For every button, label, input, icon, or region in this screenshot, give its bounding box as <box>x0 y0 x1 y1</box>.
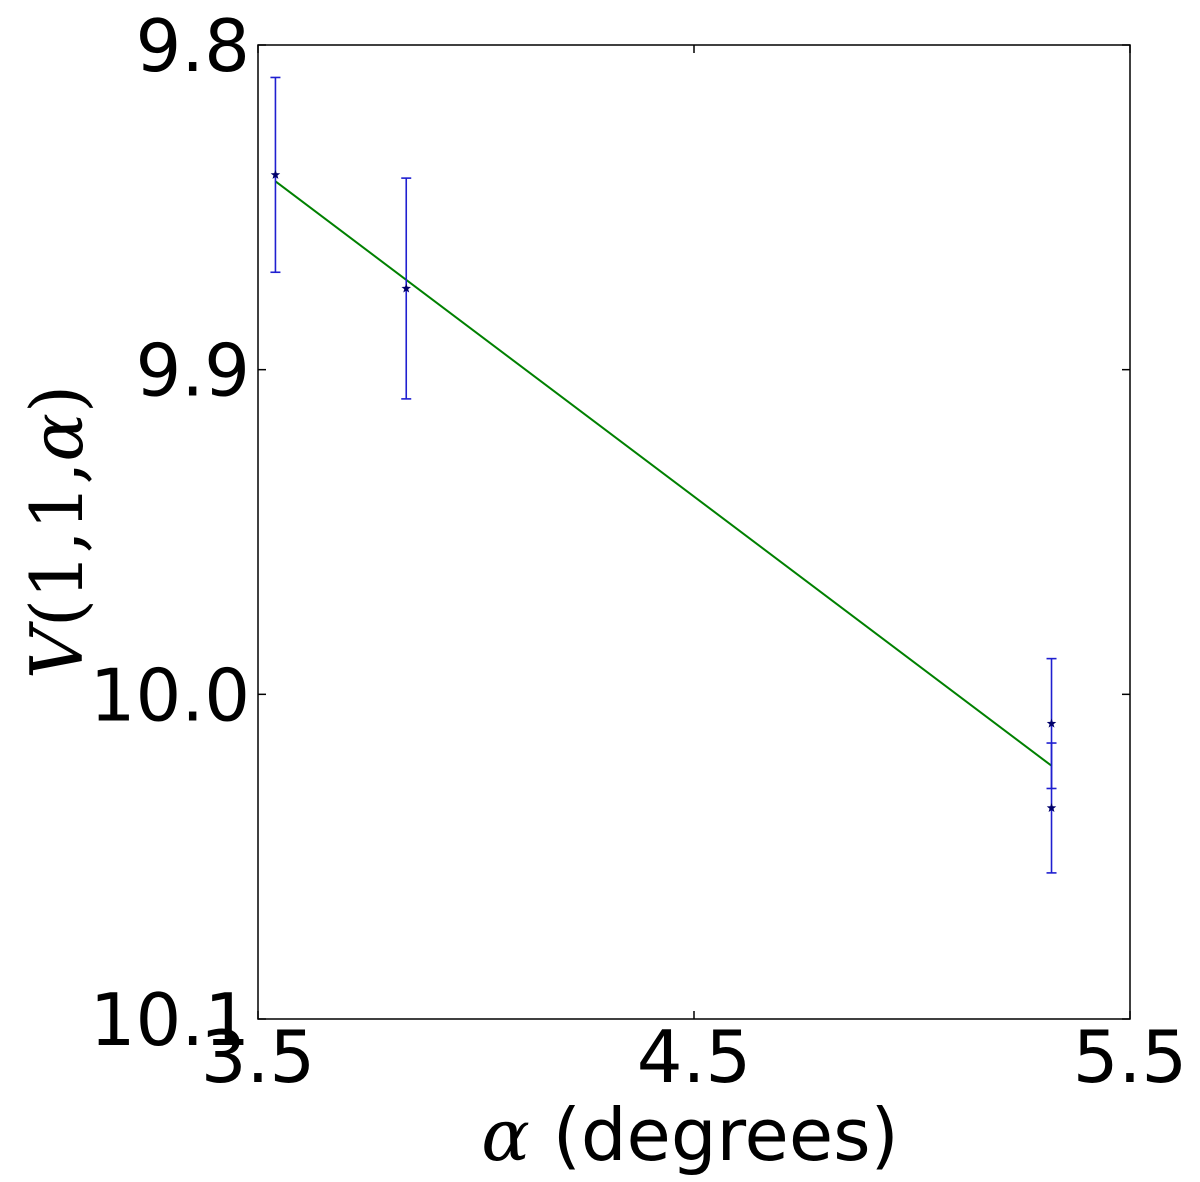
axis-ticks <box>257 44 1131 1020</box>
errorbar-group <box>270 76 1057 874</box>
x-axis-label: α (degrees) <box>481 1093 899 1177</box>
y-axis-label-close: ) <box>15 385 99 413</box>
x-axis-label-unit: (degrees) <box>530 1093 899 1177</box>
data-point <box>270 169 281 179</box>
data-point <box>1046 802 1057 813</box>
y-tick-label: 10.0 <box>90 653 250 737</box>
x-tick-label: 4.5 <box>637 1015 752 1099</box>
y-tick-label: 9.8 <box>135 4 250 88</box>
y-axis-label-alpha: α <box>15 413 99 462</box>
data-point <box>401 283 411 293</box>
x-tick-label: 5.5 <box>1073 1015 1188 1099</box>
y-axis-label-func: V <box>15 620 99 679</box>
plot-frame <box>257 44 1131 1020</box>
x-tick-labels: 3.5 4.5 5.5 <box>201 1015 1188 1099</box>
y-tick-label: 9.9 <box>135 329 250 413</box>
y-tick-label: 10.1 <box>90 978 250 1062</box>
point-group <box>270 169 1057 813</box>
fit-line <box>274 180 1053 767</box>
y-axis-label-args: (1,1, <box>15 462 99 627</box>
x-axis-label-symbol: α <box>481 1093 530 1177</box>
x-tick-label: 3.5 <box>201 1015 316 1099</box>
y-axis-label: V(1,1,α) <box>15 385 99 679</box>
y-tick-labels: 9.8 9.9 10.0 10.1 <box>90 4 250 1062</box>
fit-line-group <box>274 180 1053 767</box>
data-point <box>1046 718 1057 728</box>
